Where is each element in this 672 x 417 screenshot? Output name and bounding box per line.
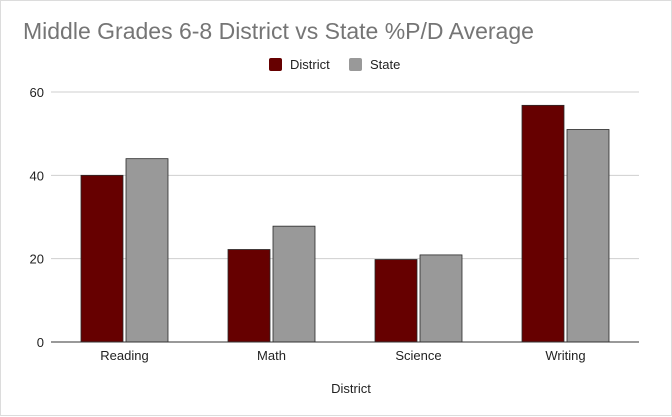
bar-state-writing [566, 129, 610, 343]
y-axis-ticks: 0 20 40 60 [30, 85, 44, 350]
bar-district-math [227, 249, 271, 343]
x-tick-label: Science [395, 348, 441, 363]
bar-district-science [374, 259, 418, 343]
x-tick-label: Reading [100, 348, 148, 363]
x-tick-label: Writing [545, 348, 585, 363]
legend-swatch-state [349, 58, 362, 71]
bar-state-math [272, 225, 316, 343]
legend: District State [269, 57, 400, 72]
legend-label-district: District [290, 57, 330, 72]
bars [80, 104, 610, 343]
x-axis-ticks: Reading Math Science Writing [100, 348, 585, 363]
bar-state-science [419, 254, 463, 343]
bar-state-reading [125, 158, 169, 343]
bar-district-writing [521, 104, 565, 343]
legend-swatch-district [269, 58, 282, 71]
x-axis-title: District [331, 381, 371, 396]
bar-district-reading [80, 174, 124, 343]
legend-label-state: State [370, 57, 400, 72]
y-tick-label: 20 [30, 252, 44, 267]
y-tick-label: 0 [37, 335, 44, 350]
x-tick-label: Math [257, 348, 286, 363]
y-tick-label: 60 [30, 85, 44, 100]
chart-title: Middle Grades 6-8 District vs State %P/D… [23, 18, 534, 44]
y-tick-label: 40 [30, 168, 44, 183]
